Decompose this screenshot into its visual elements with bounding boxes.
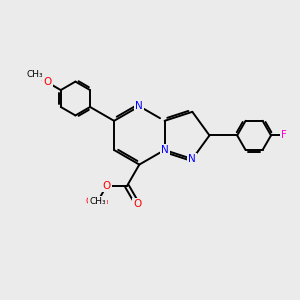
Text: N: N bbox=[135, 101, 143, 111]
Text: N: N bbox=[188, 154, 196, 164]
Text: OCH₃: OCH₃ bbox=[86, 197, 109, 206]
Text: F: F bbox=[281, 130, 287, 140]
Text: O: O bbox=[102, 181, 111, 191]
Text: CH₃: CH₃ bbox=[89, 197, 106, 206]
Text: O: O bbox=[44, 77, 52, 88]
Text: N: N bbox=[161, 145, 169, 155]
Text: CH₃: CH₃ bbox=[26, 70, 43, 80]
Text: O: O bbox=[133, 199, 141, 209]
